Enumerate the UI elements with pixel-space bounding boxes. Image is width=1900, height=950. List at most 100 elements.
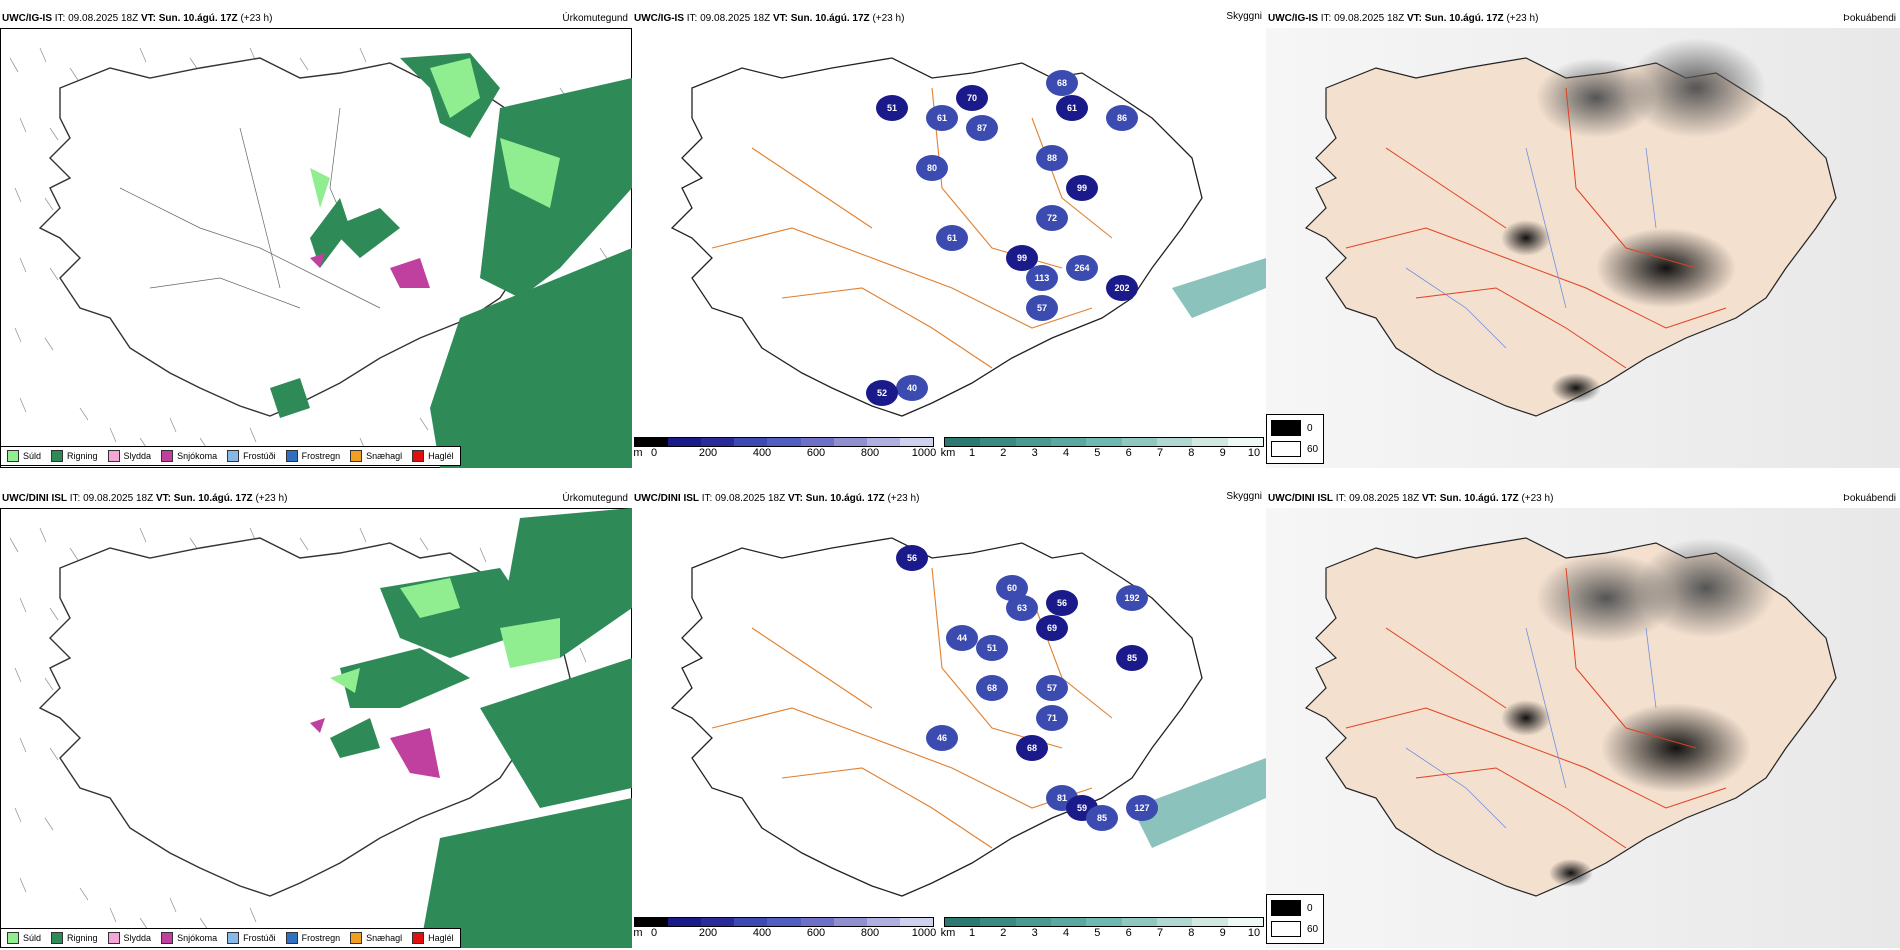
legend-label: Rigning xyxy=(67,451,98,461)
cloud-blob xyxy=(876,95,908,121)
cloud-base-label: 68 xyxy=(1057,78,1067,88)
colorbar-tick: 800 xyxy=(860,927,880,939)
cloud-panel-bottom: UWC/DINI ISL IT: 09.08.2025 18Z VT: Sun.… xyxy=(632,490,1266,948)
cloud-base-label: 61 xyxy=(937,113,947,123)
colorbar-tick: 800 xyxy=(860,447,880,459)
colorbar-tick: 200 xyxy=(698,447,718,459)
legend-swatch xyxy=(227,450,240,462)
legend-item: Haglél xyxy=(412,450,454,462)
panel-header: UWC/IG-IS IT: 09.08.2025 18Z VT: Sun. 10… xyxy=(634,13,905,24)
colorbar-tick: 8 xyxy=(1188,927,1195,939)
cloud-base-label: 264 xyxy=(1074,263,1089,273)
cloud-base-label: 56 xyxy=(907,553,917,563)
cloud-base-label: 59 xyxy=(1077,803,1087,813)
cloud-base-label: 56 xyxy=(1057,598,1067,608)
cloud-blob xyxy=(896,545,928,571)
cloud-blob xyxy=(1036,145,1068,171)
legend-swatch xyxy=(285,450,298,462)
cloud-base-label: 99 xyxy=(1077,183,1087,193)
cloud-base-label: 70 xyxy=(967,93,977,103)
cloud-blob xyxy=(936,225,968,251)
visibility-colorbar: km 1 2 3 4 5 6 7 8 9 10 xyxy=(941,917,1264,941)
cloud-base-label: 88 xyxy=(1047,153,1057,163)
legend-item: Snæhagl xyxy=(350,932,402,944)
legend-item: Súld xyxy=(7,450,41,462)
cloud-base-label: 57 xyxy=(1047,683,1057,693)
m-ticks: m 0 200 400 600 800 1000 xyxy=(633,447,937,461)
legend-swatch xyxy=(7,450,19,462)
legend-item: Slydda xyxy=(107,450,151,462)
cloud-blob xyxy=(1086,805,1118,831)
cloud-blob xyxy=(896,375,928,401)
colorbar-tick: 600 xyxy=(806,447,826,459)
cloud-panel-top: UWC/IG-IS IT: 09.08.2025 18Z VT: Sun. 10… xyxy=(632,10,1266,468)
legend-item: Rigning xyxy=(51,450,98,462)
fog-legend: 0 60 xyxy=(1266,894,1324,944)
cloud-base-label: 57 xyxy=(1037,303,1047,313)
colorbar-tick: 9 xyxy=(1219,447,1226,459)
legend-label: Frostregn xyxy=(301,933,341,943)
cloud-base-label: 61 xyxy=(947,233,957,243)
cloud-base-label: 51 xyxy=(887,103,897,113)
visibility-colorbar: km 1 2 3 4 5 6 7 8 9 10 xyxy=(940,437,1264,461)
colorbar-tick: 0 xyxy=(650,447,658,459)
panel-title: Úrkomutegund xyxy=(562,13,628,24)
panel-header: UWC/DINI ISL IT: 09.08.2025 18Z VT: Sun.… xyxy=(2,493,288,504)
fog-panel-top: UWC/IG-IS IT: 09.08.2025 18Z VT: Sun. 10… xyxy=(1266,10,1900,468)
cloud-base-label: 127 xyxy=(1134,803,1149,813)
panel-title: Þokuábendi xyxy=(1843,13,1896,24)
precip-legend: Súld Rigning Slydda Snjókoma Frostúði Frostre… xyxy=(0,446,461,466)
colorbar-tick: 1000 xyxy=(911,447,937,459)
cloud-base-label: 61 xyxy=(1067,103,1077,113)
cloud-blob xyxy=(1066,255,1098,281)
legend-item: Frostúði xyxy=(227,450,276,462)
cloud-blob xyxy=(1106,105,1138,131)
cloud-blob xyxy=(976,675,1008,701)
legend-swatch xyxy=(161,932,174,944)
elevation-colorbar: m 0 200 400 600 800 1000 xyxy=(633,917,937,941)
cloud-base-label: 86 xyxy=(1117,113,1127,123)
precip-panel-top: UWC/IG-IS IT: 09.08.2025 18Z VT: Sun. 10… xyxy=(0,10,632,468)
panel-header: UWC/DINI ISL IT: 09.08.2025 18Z VT: Sun.… xyxy=(1268,493,1554,504)
colorbar-tick: 600 xyxy=(806,927,826,939)
legend-swatch xyxy=(350,450,363,462)
legend-item: Rigning xyxy=(51,932,98,944)
cloud-blob xyxy=(1036,675,1068,701)
cloud-blob xyxy=(1026,295,1058,321)
panel-header: UWC/IG-IS IT: 09.08.2025 18Z VT: Sun. 10… xyxy=(2,13,273,24)
legend-item: Snjókoma xyxy=(161,450,217,462)
colorbar-tick: 1000 xyxy=(911,927,937,939)
colorbar-tick: 3 xyxy=(1031,447,1038,459)
panel-title: Skyggni xyxy=(1226,491,1262,502)
cloud-base-label: 81 xyxy=(1057,793,1067,803)
cloud-base-label: 52 xyxy=(877,388,887,398)
cloud-base-label: 202 xyxy=(1114,283,1129,293)
colorbar-tick: 8 xyxy=(1188,447,1195,459)
cloud-base-label: 85 xyxy=(1097,813,1107,823)
colorbar-tick: 10 xyxy=(1247,927,1261,939)
cloud-base-label: 69 xyxy=(1047,623,1057,633)
cloud-base-label: 40 xyxy=(907,383,917,393)
precip-map xyxy=(0,28,632,468)
precip-map xyxy=(0,508,632,948)
cloud-base-label: 44 xyxy=(957,633,967,643)
legend-swatch xyxy=(412,932,425,944)
legend-label: Snæhagl xyxy=(366,451,403,461)
legend-label: Slydda xyxy=(123,933,152,943)
cloud-blob xyxy=(1116,645,1148,671)
legend-swatch xyxy=(285,932,298,944)
cloud-blob xyxy=(976,635,1008,661)
colorbar-tick: 400 xyxy=(752,927,772,939)
colorbar-unit: km xyxy=(940,447,956,459)
legend-swatch xyxy=(107,932,120,944)
cloud-blob xyxy=(956,85,988,111)
cloud-blob xyxy=(1066,175,1098,201)
legend-label: Haglél xyxy=(428,933,454,943)
colorbar-tick: 4 xyxy=(1062,447,1070,459)
m-ticks: m 0 200 400 600 800 1000 xyxy=(633,927,937,941)
legend-label: Súld xyxy=(23,451,42,461)
cloud-base-label: 68 xyxy=(1027,743,1037,753)
colorbar-tick: 0 xyxy=(650,927,658,939)
legend-label: Snjókoma xyxy=(177,451,218,461)
